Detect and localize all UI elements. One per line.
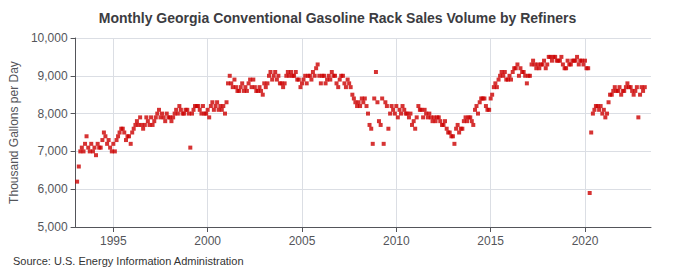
svg-text:1995: 1995 xyxy=(100,234,127,248)
svg-text:Thousand Gallons per Day: Thousand Gallons per Day xyxy=(7,61,21,204)
svg-text:2020: 2020 xyxy=(572,234,599,248)
svg-text:2005: 2005 xyxy=(289,234,316,248)
svg-text:Monthly Georgia Conventional G: Monthly Georgia Conventional Gasoline Ra… xyxy=(99,10,577,26)
svg-text:10,000: 10,000 xyxy=(31,31,68,45)
svg-text:2010: 2010 xyxy=(383,234,410,248)
svg-text:2000: 2000 xyxy=(194,234,221,248)
svg-text:9,000: 9,000 xyxy=(38,69,68,83)
svg-text:7,000: 7,000 xyxy=(38,144,68,158)
svg-text:5,000: 5,000 xyxy=(38,220,68,234)
svg-text:2015: 2015 xyxy=(477,234,504,248)
svg-text:6,000: 6,000 xyxy=(38,182,68,196)
svg-text:Source: U.S. Energy Informatio: Source: U.S. Energy Information Administ… xyxy=(13,255,244,267)
svg-text:8,000: 8,000 xyxy=(38,107,68,121)
